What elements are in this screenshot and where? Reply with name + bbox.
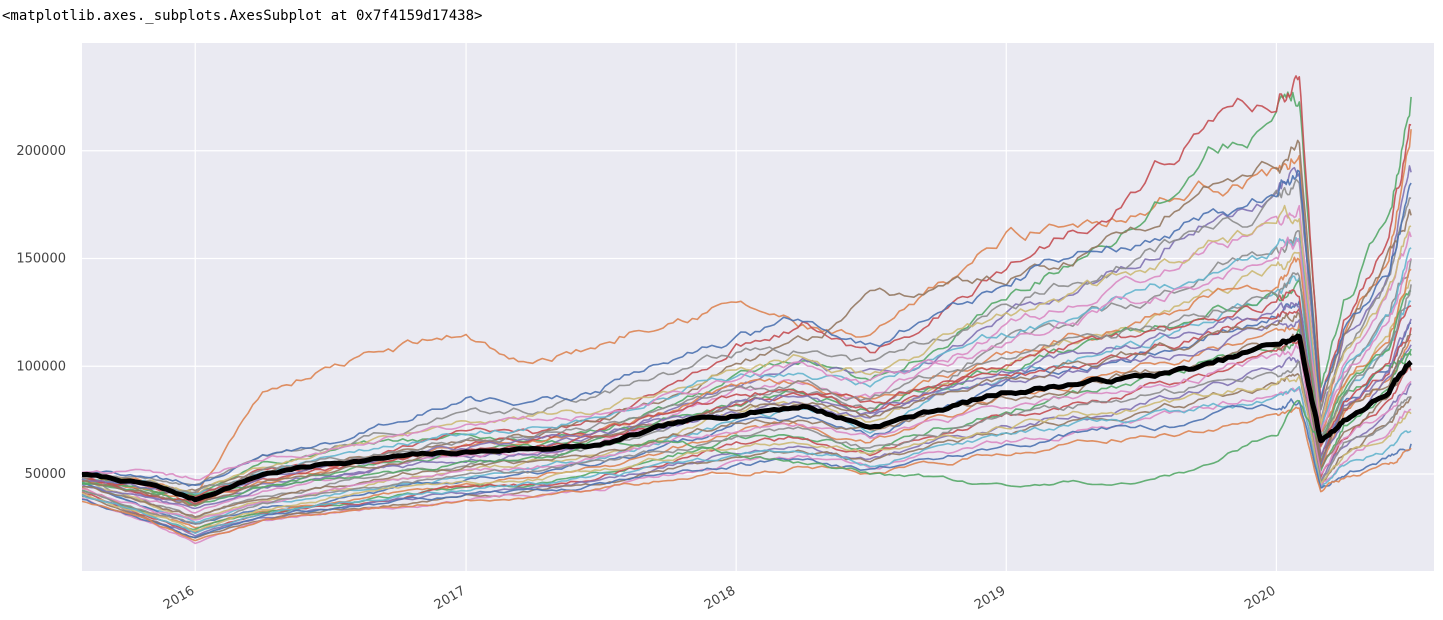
series-line-17 <box>82 178 1412 486</box>
series-line-20 <box>81 169 1412 487</box>
output-repr-text: <matplotlib.axes._subplots.AxesSubplot a… <box>2 8 483 24</box>
y-tick-label: 200000 <box>16 144 66 159</box>
series-line-32 <box>81 348 1412 497</box>
x-tick-label: 2018 <box>702 583 738 613</box>
plot-area: 2016 2017 2018 2019 2020 50000 100000 150000 200… <box>16 43 1434 613</box>
x-tick-label: 2016 <box>161 583 197 613</box>
series-line-34 <box>81 301 1412 502</box>
x-tick-label: 2020 <box>1242 583 1278 613</box>
series-line-29 <box>81 386 1412 535</box>
series-line-28 <box>81 375 1412 532</box>
series-line-35 <box>81 311 1412 507</box>
y-tick-label: 150000 <box>16 252 66 267</box>
series-line-37 <box>81 272 1412 494</box>
series-line-19 <box>81 237 1412 495</box>
series-line-26 <box>81 344 1412 521</box>
x-tick-label: 2019 <box>972 583 1008 613</box>
y-tick-label: 50000 <box>25 467 66 482</box>
mean-series-line <box>81 333 1413 503</box>
series-line-30 <box>81 398 1412 539</box>
y-tick-label: 100000 <box>16 359 66 374</box>
series-line-27 <box>81 360 1412 525</box>
x-tick-label: 2017 <box>432 583 468 613</box>
series-line-36 <box>81 236 1412 481</box>
